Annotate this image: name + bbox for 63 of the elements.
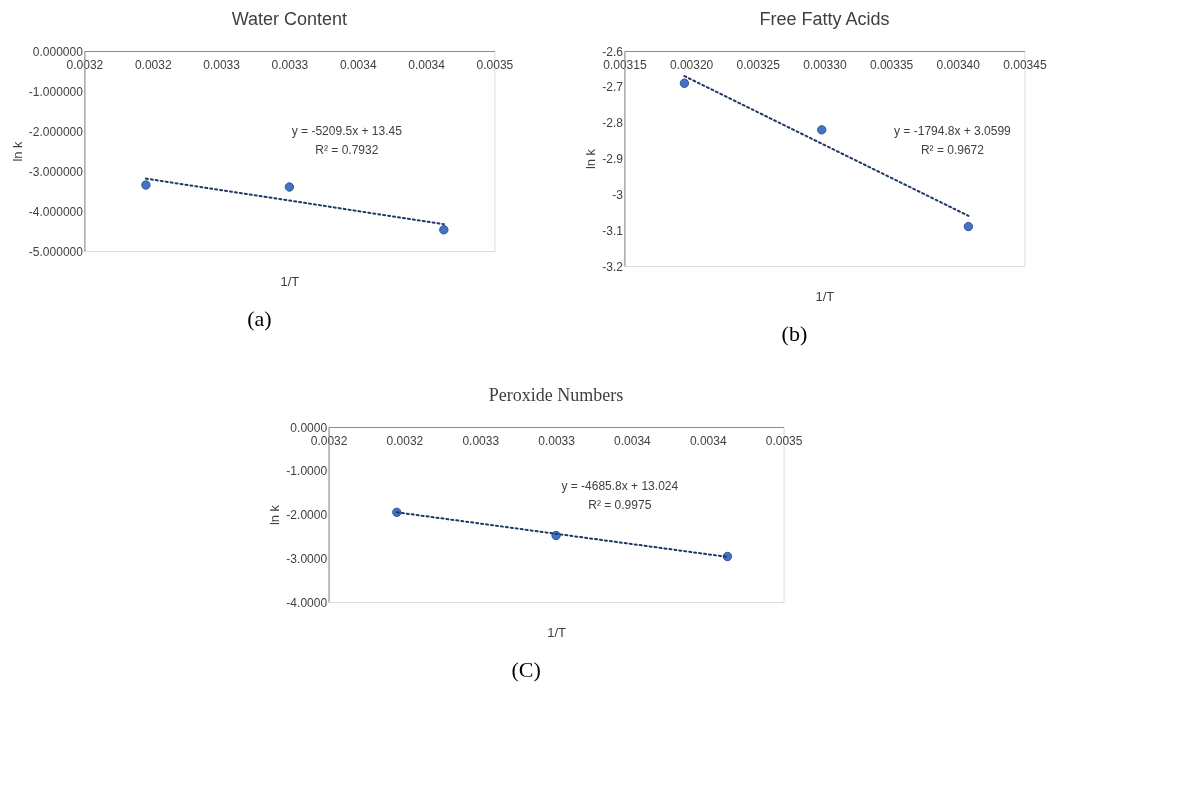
y-tick-label: -3.000000 xyxy=(28,164,84,179)
x-tick-label: 0.00335 xyxy=(869,57,914,72)
x-tick-label: 0.0033 xyxy=(203,57,241,72)
x-tick-label: 0.0035 xyxy=(476,57,514,72)
x-tick-label: 0.00325 xyxy=(736,57,781,72)
x-tick-label: 0.0035 xyxy=(765,433,803,448)
y-tick-label: -1.000000 xyxy=(28,84,84,99)
chart-title: Peroxide Numbers xyxy=(488,385,624,405)
y-tick-label: -2.0000 xyxy=(286,508,328,522)
y-tick-label: -2.6 xyxy=(602,44,624,59)
x-tick-label: 0.00330 xyxy=(803,57,847,72)
text: (b) xyxy=(781,321,808,346)
x-tick-label: 0.0033 xyxy=(538,433,576,448)
y-tick-label: -3.1 xyxy=(602,223,624,238)
point xyxy=(141,180,151,190)
annotation: y = -1794.8x + 3.0599 xyxy=(894,123,1012,138)
y-tick-label: -2.000000 xyxy=(28,124,84,139)
x-tick-label: 0.0034 xyxy=(339,57,377,72)
y-tick-label: -5.000000 xyxy=(28,244,84,259)
y-axis-title: ln k xyxy=(583,148,599,170)
x-tick-label: 0.0032 xyxy=(66,57,104,72)
y-axis-title: ln k xyxy=(9,140,25,162)
x-tick-label: 0.0034 xyxy=(614,433,652,448)
y-tick-label: -3 xyxy=(612,187,624,202)
annotation: y = -4685.8x + 13.024 xyxy=(561,478,679,493)
x-tick-label: 0.00345 xyxy=(1003,57,1047,72)
y-tick-label: -3.2 xyxy=(602,259,624,274)
x-tick-label: 0.0032 xyxy=(310,433,348,448)
y-tick-label: 0.000000 xyxy=(32,44,84,59)
x-tick-label: 0.0033 xyxy=(271,57,309,72)
x-axis-title: 1/T xyxy=(815,288,835,304)
x-tick-label: 0.0033 xyxy=(462,433,500,448)
chart-title: Water Content xyxy=(231,9,348,29)
x-tick-label: 0.00315 xyxy=(603,57,647,72)
chart-title: Free Fatty Acids xyxy=(759,9,890,29)
annotation: R² = 0.9975 xyxy=(588,497,652,512)
x-tick-label: 0.00320 xyxy=(669,57,714,72)
annotation: R² = 0.7932 xyxy=(315,143,379,157)
y-tick-label: -2.9 xyxy=(602,152,624,166)
y-tick-label: -4.000000 xyxy=(28,204,84,219)
point xyxy=(439,225,449,235)
y-tick-label: -3.0000 xyxy=(286,551,328,566)
x-tick-label: 0.0034 xyxy=(408,57,446,72)
x-tick-label: 0.0032 xyxy=(386,433,424,448)
x-tick-label: 0.0034 xyxy=(689,433,727,448)
text: (C) xyxy=(511,657,541,682)
x-tick-label: 0.0032 xyxy=(134,57,172,72)
annotation: R² = 0.9672 xyxy=(920,142,985,157)
y-tick-label: -4.0000 xyxy=(286,595,328,610)
x-axis-title: 1/T xyxy=(547,624,567,640)
y-tick-label: 0.0000 xyxy=(290,420,328,435)
y-tick-label: -1.0000 xyxy=(286,464,328,479)
point xyxy=(284,182,295,192)
text: (a) xyxy=(247,306,272,331)
x-tick-label: 0.00340 xyxy=(936,57,981,72)
point xyxy=(679,78,690,88)
y-tick-label: -2.8 xyxy=(602,116,624,131)
annotation: y = -5209.5x + 13.45 xyxy=(291,124,403,138)
y-tick-label: -2.7 xyxy=(602,80,624,95)
point xyxy=(963,221,974,232)
point xyxy=(817,125,827,135)
y-axis-title: ln k xyxy=(267,504,283,526)
x-axis-title: 1/T xyxy=(280,273,300,289)
